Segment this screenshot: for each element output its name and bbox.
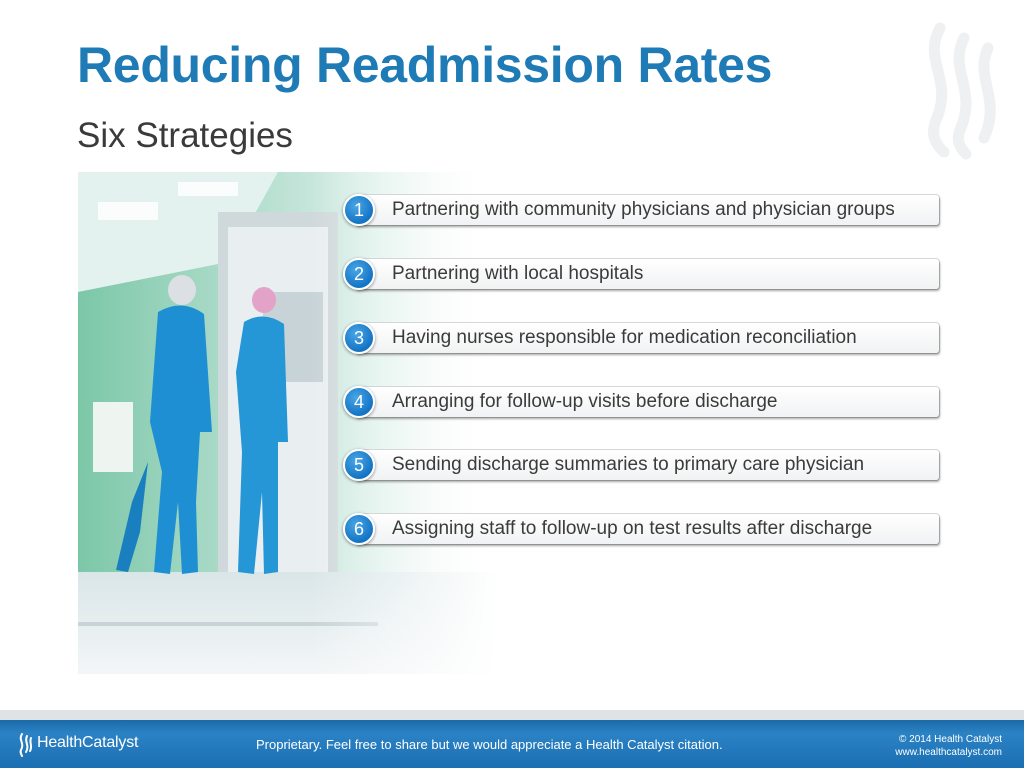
- footer-brand: HealthCatalyst: [37, 734, 139, 751]
- strategy-number-badge: 1: [343, 194, 375, 226]
- strategy-bar: [355, 195, 939, 225]
- slide-subtitle: Six Strategies: [77, 116, 293, 155]
- strategy-item: 3 Having nurses responsible for medicati…: [343, 322, 939, 354]
- strategy-item: 4 Arranging for follow-up visits before …: [343, 386, 939, 418]
- strategy-number-badge: 5: [343, 449, 375, 481]
- strategy-number-badge: 6: [343, 513, 375, 545]
- strategy-number-badge: 3: [343, 322, 375, 354]
- strategy-item: 6 Assigning staff to follow-up on test r…: [343, 513, 939, 545]
- strategy-bar: [355, 323, 939, 353]
- strategy-number-badge: 2: [343, 258, 375, 290]
- strategy-text: Having nurses responsible for medication…: [392, 327, 857, 348]
- strategy-text: Sending discharge summaries to primary c…: [392, 454, 865, 475]
- strategy-text: Arranging for follow-up visits before di…: [392, 391, 778, 412]
- strategy-item: 5 Sending discharge summaries to primary…: [343, 449, 939, 481]
- strategy-bar: [355, 387, 939, 417]
- strategy-text: Assigning staff to follow-up on test res…: [392, 518, 873, 539]
- website-link[interactable]: www.healthcatalyst.com: [895, 747, 1002, 758]
- flame-logo-icon: [19, 733, 33, 757]
- slide-title: Reducing Readmission Rates: [77, 37, 773, 93]
- footer-bar: [0, 710, 1024, 768]
- strategy-bar: [355, 514, 939, 544]
- footer-copyright: © 2014 Health Catalyst www.healthcatalys…: [895, 733, 1002, 759]
- strategy-item: 2 Partnering with local hospitals: [343, 258, 939, 290]
- copyright-text: © 2014 Health Catalyst: [899, 734, 1002, 745]
- flame-logo-icon: [928, 22, 996, 160]
- strategy-text: Partnering with local hospitals: [392, 263, 644, 284]
- strategy-bar: [355, 450, 939, 480]
- hospital-corridor-photo: [78, 172, 498, 674]
- strategy-item: 1 Partnering with community physicians a…: [343, 194, 939, 226]
- strategy-text: Partnering with community physicians and…: [392, 199, 895, 220]
- footer-citation-note: Proprietary. Feel free to share but we w…: [256, 737, 723, 752]
- strategy-number-badge: 4: [343, 386, 375, 418]
- strategy-bar: [355, 259, 939, 289]
